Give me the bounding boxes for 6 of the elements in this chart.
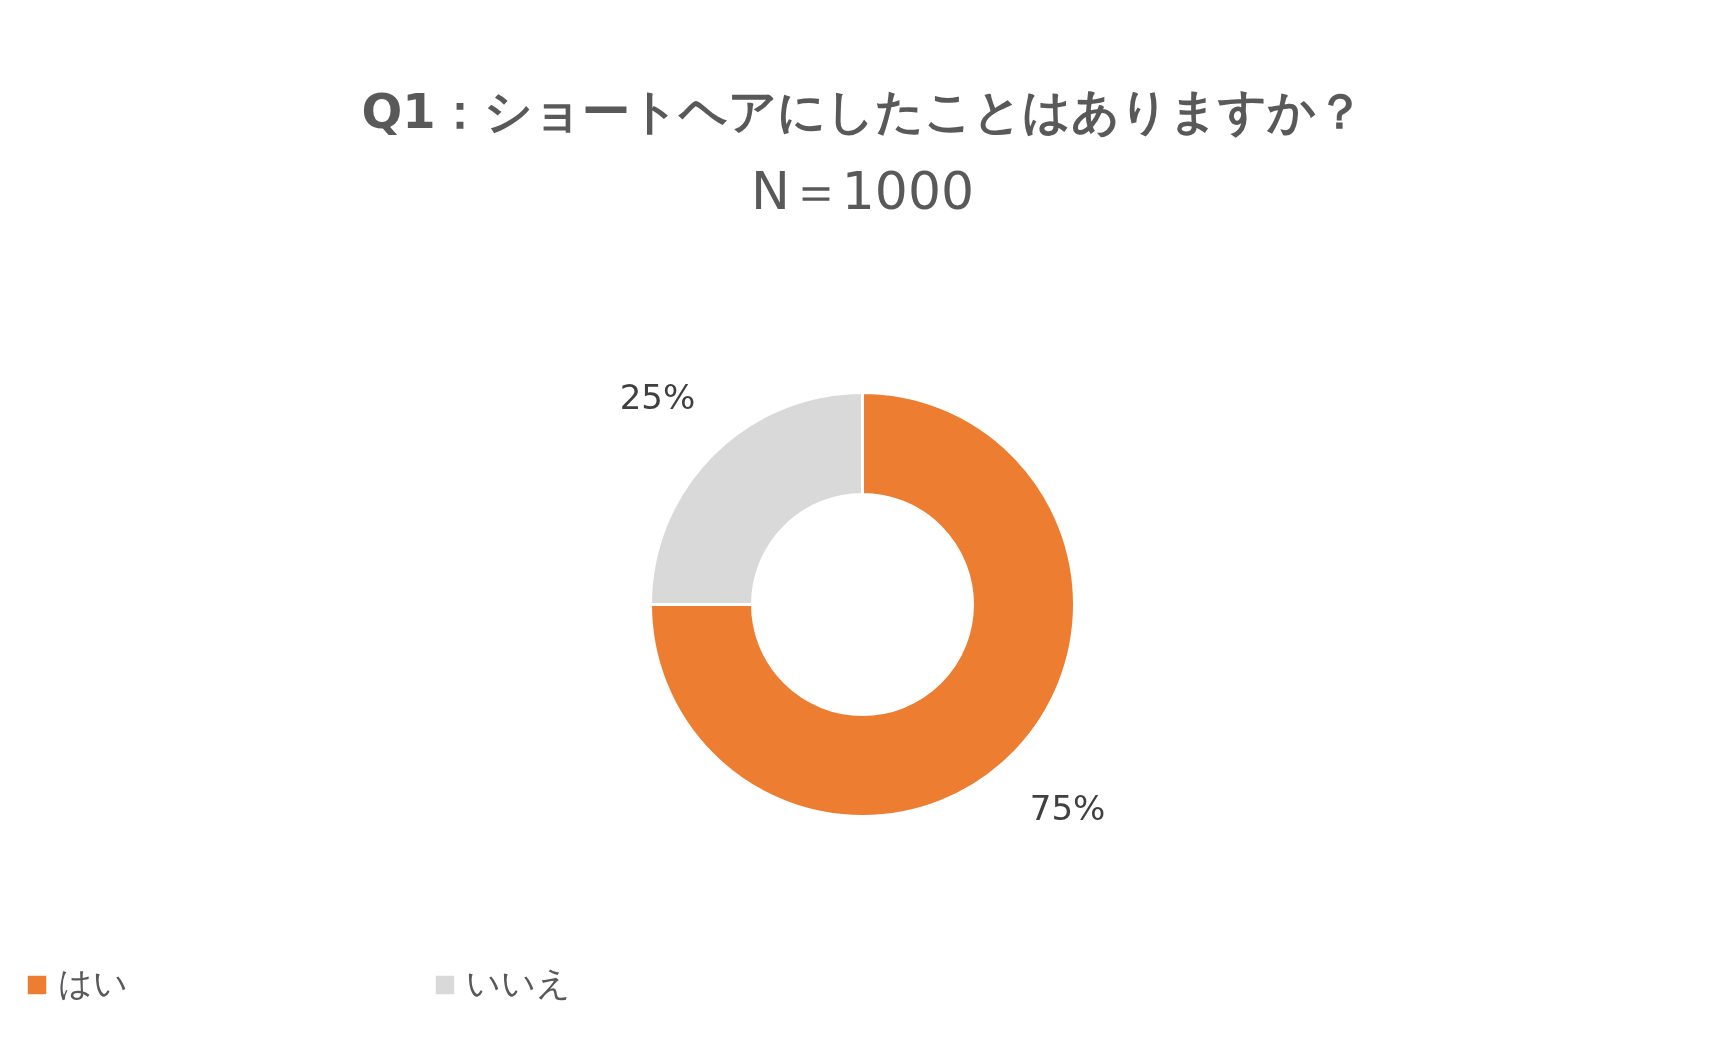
legend-label: いいえ xyxy=(466,963,571,1003)
data-label: 25% xyxy=(619,377,696,418)
chart-subtitle: N＝1000 xyxy=(750,161,975,221)
chart-title: Q1：ショートヘアにしたことはありますか？ xyxy=(361,83,1364,139)
data-label: 75% xyxy=(1029,787,1106,828)
legend-label: はい xyxy=(58,963,128,1003)
